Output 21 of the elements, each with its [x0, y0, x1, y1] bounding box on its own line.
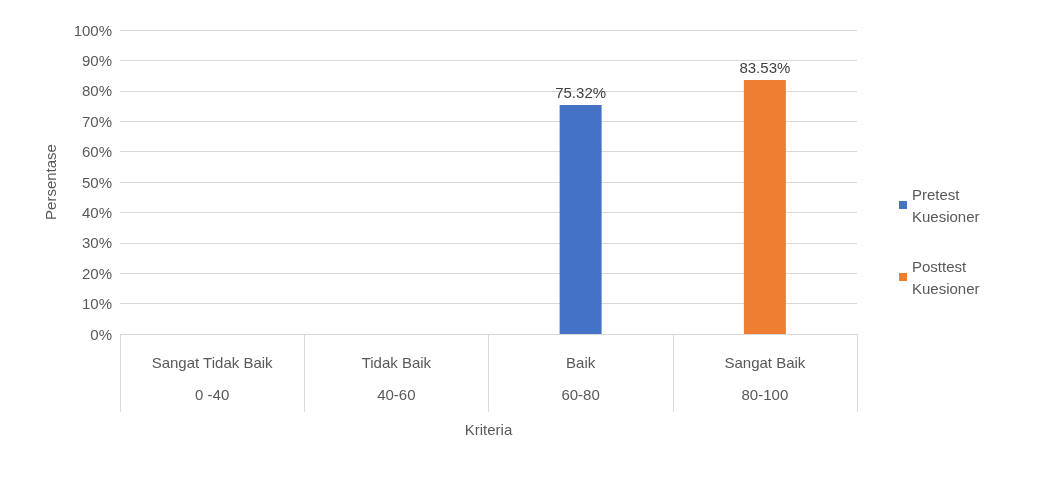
- x-tick-label: Sangat Baik 80-100: [724, 353, 806, 403]
- y-tick-label: 80%: [81, 82, 112, 100]
- y-tick-label: 70%: [81, 112, 112, 130]
- x-tick-label: Sangat Tidak Baik 0 -40: [151, 353, 274, 403]
- x-tick-label: Baik 60-80: [561, 353, 600, 403]
- y-tick-label: 30%: [81, 234, 112, 252]
- y-tick-label: 20%: [81, 264, 112, 282]
- y-tick-label: 0%: [90, 325, 112, 343]
- y-tick-label: 90%: [81, 51, 112, 69]
- y-tick-label: 100%: [73, 21, 112, 39]
- x-axis-title: Kriteria: [464, 421, 513, 438]
- y-tick-label: 60%: [81, 143, 112, 161]
- x-tick-label: Tidak Baik 40-60: [361, 353, 432, 403]
- legend-label: Pretest Kuesioner: [912, 185, 980, 225]
- y-tick-label: 50%: [81, 173, 112, 191]
- legend-label: Posttest Kuesioner: [912, 257, 980, 297]
- y-tick-label: 10%: [81, 295, 112, 313]
- y-tick-label: 40%: [81, 203, 112, 221]
- y-axis-title: Persentase: [42, 144, 59, 220]
- data-label: 75.32%: [555, 84, 607, 102]
- data-label: 83.53%: [739, 59, 791, 77]
